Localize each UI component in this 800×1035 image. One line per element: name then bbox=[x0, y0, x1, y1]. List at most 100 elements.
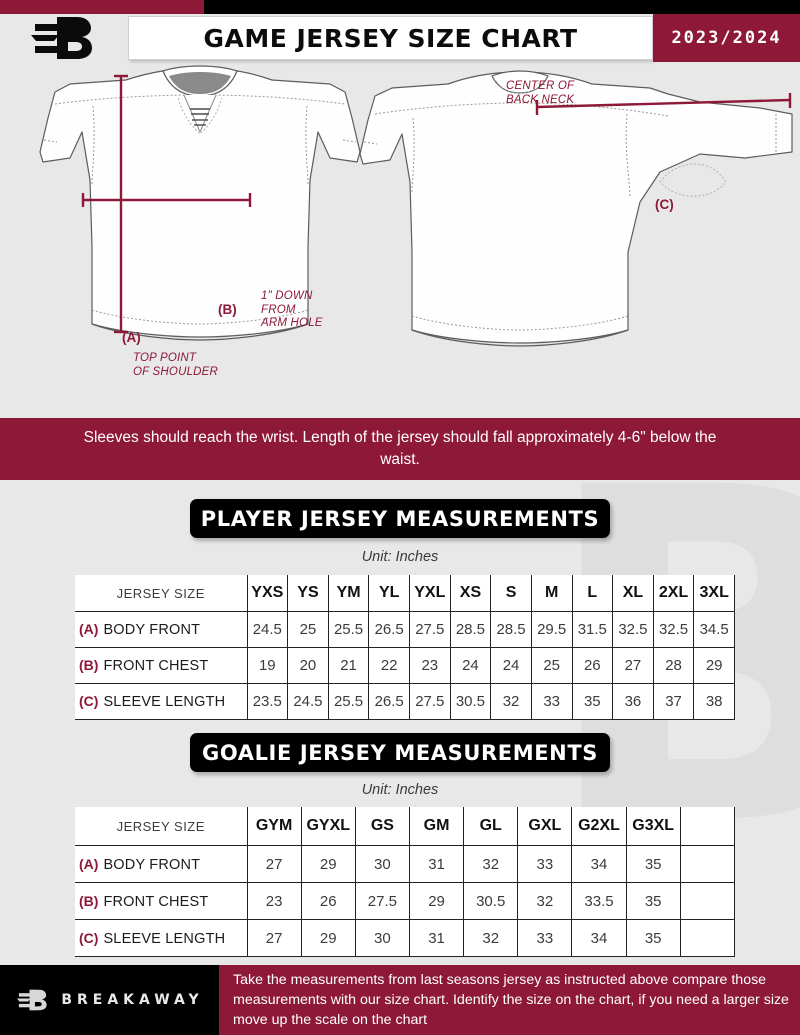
table-cell bbox=[679, 845, 736, 883]
season-badge-text: 2023/2024 bbox=[671, 28, 782, 48]
table-row: (A) BODY FRONT 24.5 25 25.5 26.5 27.5 28.5 28.5 2… bbox=[75, 611, 735, 648]
top-strip-maroon bbox=[0, 0, 204, 14]
breakaway-b-monogram-icon bbox=[17, 989, 47, 1011]
player-unit-label: Unit: Inches bbox=[361, 549, 439, 565]
jersey-illustrations: (A) TOP POINT OF SHOULDER (B) 1" DOWN FR… bbox=[0, 62, 800, 414]
row-name: SLEEVE LENGTH bbox=[103, 930, 226, 947]
table-header-cell-gs: GS bbox=[354, 807, 410, 846]
table-cell: 24 bbox=[449, 647, 492, 684]
table-header-cell-gym: GYM bbox=[246, 807, 302, 846]
breakaway-b-monogram-icon bbox=[31, 17, 92, 59]
table-cell: 24 bbox=[490, 647, 532, 684]
row-label-sleeve-length: (C) SLEEVE LENGTH bbox=[75, 919, 248, 957]
table-cell: 32 bbox=[463, 845, 519, 883]
table-header-cell-ys: YS bbox=[287, 575, 329, 612]
table-header-row: JERSEY SIZE YXS YS YM YL YXL XS S M L XL 2XL 3XL bbox=[75, 575, 735, 612]
marker-a-note: TOP POINT OF SHOULDER bbox=[133, 352, 219, 378]
instruction-banner: Sleeves should reach the wrist. Length o… bbox=[0, 418, 800, 480]
table-cell: 28.5 bbox=[449, 611, 492, 648]
table-row: (A) BODY FRONT 27 29 30 31 32 33 34 35 bbox=[75, 845, 736, 883]
table-header-cell-g2xl: G2XL bbox=[571, 807, 627, 846]
table-cell: 23 bbox=[409, 647, 451, 684]
table-cell: 27.5 bbox=[409, 683, 451, 720]
table-cell: 30 bbox=[354, 919, 410, 957]
table-cell bbox=[679, 882, 736, 920]
table-cell: 34 bbox=[571, 845, 627, 883]
player-measurements-table: JERSEY SIZE YXS YS YM YL YXL XS S M L XL 2XL 3XL (A) B… bbox=[75, 575, 735, 720]
table-header-cell-yl: YL bbox=[368, 575, 410, 612]
table-cell: 35 bbox=[571, 683, 614, 720]
page-title-text: GAME JERSEY SIZE CHART bbox=[203, 23, 578, 53]
table-cell: 26 bbox=[571, 647, 614, 684]
marker-b-note: 1" DOWN FROM ARM HOLE bbox=[261, 290, 323, 329]
table-cell: 25.5 bbox=[327, 611, 370, 648]
table-cell: 29 bbox=[300, 919, 356, 957]
marker-a-front: (A) bbox=[122, 330, 141, 345]
row-marker: (A) bbox=[79, 621, 99, 637]
goalie-section-title-text: GOALIE JERSEY MEASUREMENTS bbox=[202, 740, 598, 765]
table-header-cell-m: M bbox=[530, 575, 573, 612]
table-cell: 19 bbox=[246, 647, 289, 684]
table-cell: 30.5 bbox=[463, 882, 519, 920]
table-cell: 26.5 bbox=[368, 683, 410, 720]
table-cell: 26.5 bbox=[368, 611, 410, 648]
table-cell: 29 bbox=[300, 845, 356, 883]
table-cell: 37 bbox=[652, 683, 695, 720]
row-marker: (B) bbox=[79, 657, 99, 673]
footer-logo: BREAKAWAY bbox=[0, 965, 219, 1035]
row-name: BODY FRONT bbox=[103, 622, 201, 638]
table-header-row: JERSEY SIZE GYM GYXL GS GM GL GXL G2XL G3XL bbox=[75, 807, 736, 846]
table-header-cell-gxl: GXL bbox=[517, 807, 573, 846]
table-cell: 31 bbox=[408, 845, 465, 883]
table-cell: 35 bbox=[625, 919, 681, 957]
row-label-front-chest: (B) FRONT CHEST bbox=[75, 647, 248, 684]
table-header-cell-g3xl: G3XL bbox=[625, 807, 681, 846]
table-cell: 29.5 bbox=[530, 611, 573, 648]
page-header: GAME JERSEY SIZE CHART 2023/2024 bbox=[0, 14, 800, 62]
table-cell: 27.5 bbox=[354, 882, 410, 920]
goalie-measurements-table: JERSEY SIZE GYM GYXL GS GM GL GXL G2XL G3XL (A) BO… bbox=[75, 807, 736, 957]
row-label-body-front: (A) BODY FRONT bbox=[75, 611, 248, 648]
table-row: (C) SLEEVE LENGTH 27 29 30 31 32 33 34 35 bbox=[75, 919, 736, 957]
table-cell: 35 bbox=[625, 845, 681, 883]
table-cell: 33 bbox=[517, 919, 573, 957]
table-row: (B) FRONT CHEST 19 20 21 22 23 24 24 25 26 27 28 29 bbox=[75, 647, 735, 684]
table-cell: 30.5 bbox=[449, 683, 492, 720]
table-cell: 29 bbox=[408, 882, 465, 920]
table-cell: 36 bbox=[612, 683, 654, 720]
row-marker: (C) bbox=[79, 693, 99, 709]
header-logo bbox=[0, 14, 128, 62]
table-cell: 30 bbox=[354, 845, 410, 883]
footer-instructions-text: Take the measurements from last seasons … bbox=[233, 972, 789, 1028]
table-cell: 27 bbox=[246, 845, 302, 883]
table-header-cell-empty bbox=[679, 807, 736, 846]
jersey-size-label: JERSEY SIZE bbox=[75, 807, 248, 846]
table-cell: 27.5 bbox=[409, 611, 451, 648]
table-cell: 23.5 bbox=[246, 683, 289, 720]
table-cell: 33 bbox=[517, 845, 573, 883]
table-cell: 35 bbox=[625, 882, 681, 920]
table-header-cell-2xl: 2XL bbox=[652, 575, 695, 612]
back-neck-note: CENTER OF BACK NECK bbox=[506, 80, 575, 106]
table-header-cell-3xl: 3XL bbox=[693, 575, 735, 612]
season-badge: 2023/2024 bbox=[653, 14, 800, 62]
player-section-title: PLAYER JERSEY MEASUREMENTS bbox=[190, 499, 610, 538]
row-label-sleeve-length: (C) SLEEVE LENGTH bbox=[75, 683, 248, 720]
back-measure-line bbox=[535, 93, 792, 115]
table-cell: 23 bbox=[246, 882, 302, 920]
jersey-technical-drawings bbox=[39, 65, 793, 347]
row-name: SLEEVE LENGTH bbox=[103, 694, 226, 710]
page-title: GAME JERSEY SIZE CHART bbox=[128, 16, 653, 60]
table-cell: 26 bbox=[300, 882, 356, 920]
table-header-cell-gl: GL bbox=[463, 807, 519, 846]
footer-brand-name: BREAKAWAY bbox=[61, 992, 204, 1008]
row-marker: (A) bbox=[79, 855, 99, 872]
table-cell: 38 bbox=[693, 683, 735, 720]
table-row: (B) FRONT CHEST 23 26 27.5 29 30.5 32 33.5 35 bbox=[75, 882, 736, 920]
table-cell: 24.5 bbox=[246, 611, 289, 648]
table-cell: 32 bbox=[517, 882, 573, 920]
table-header-cell-xs: XS bbox=[449, 575, 492, 612]
row-label-body-front: (A) BODY FRONT bbox=[75, 845, 248, 883]
goalie-unit-label: Unit: Inches bbox=[361, 782, 439, 798]
footer-instructions: Take the measurements from last seasons … bbox=[219, 965, 800, 1035]
